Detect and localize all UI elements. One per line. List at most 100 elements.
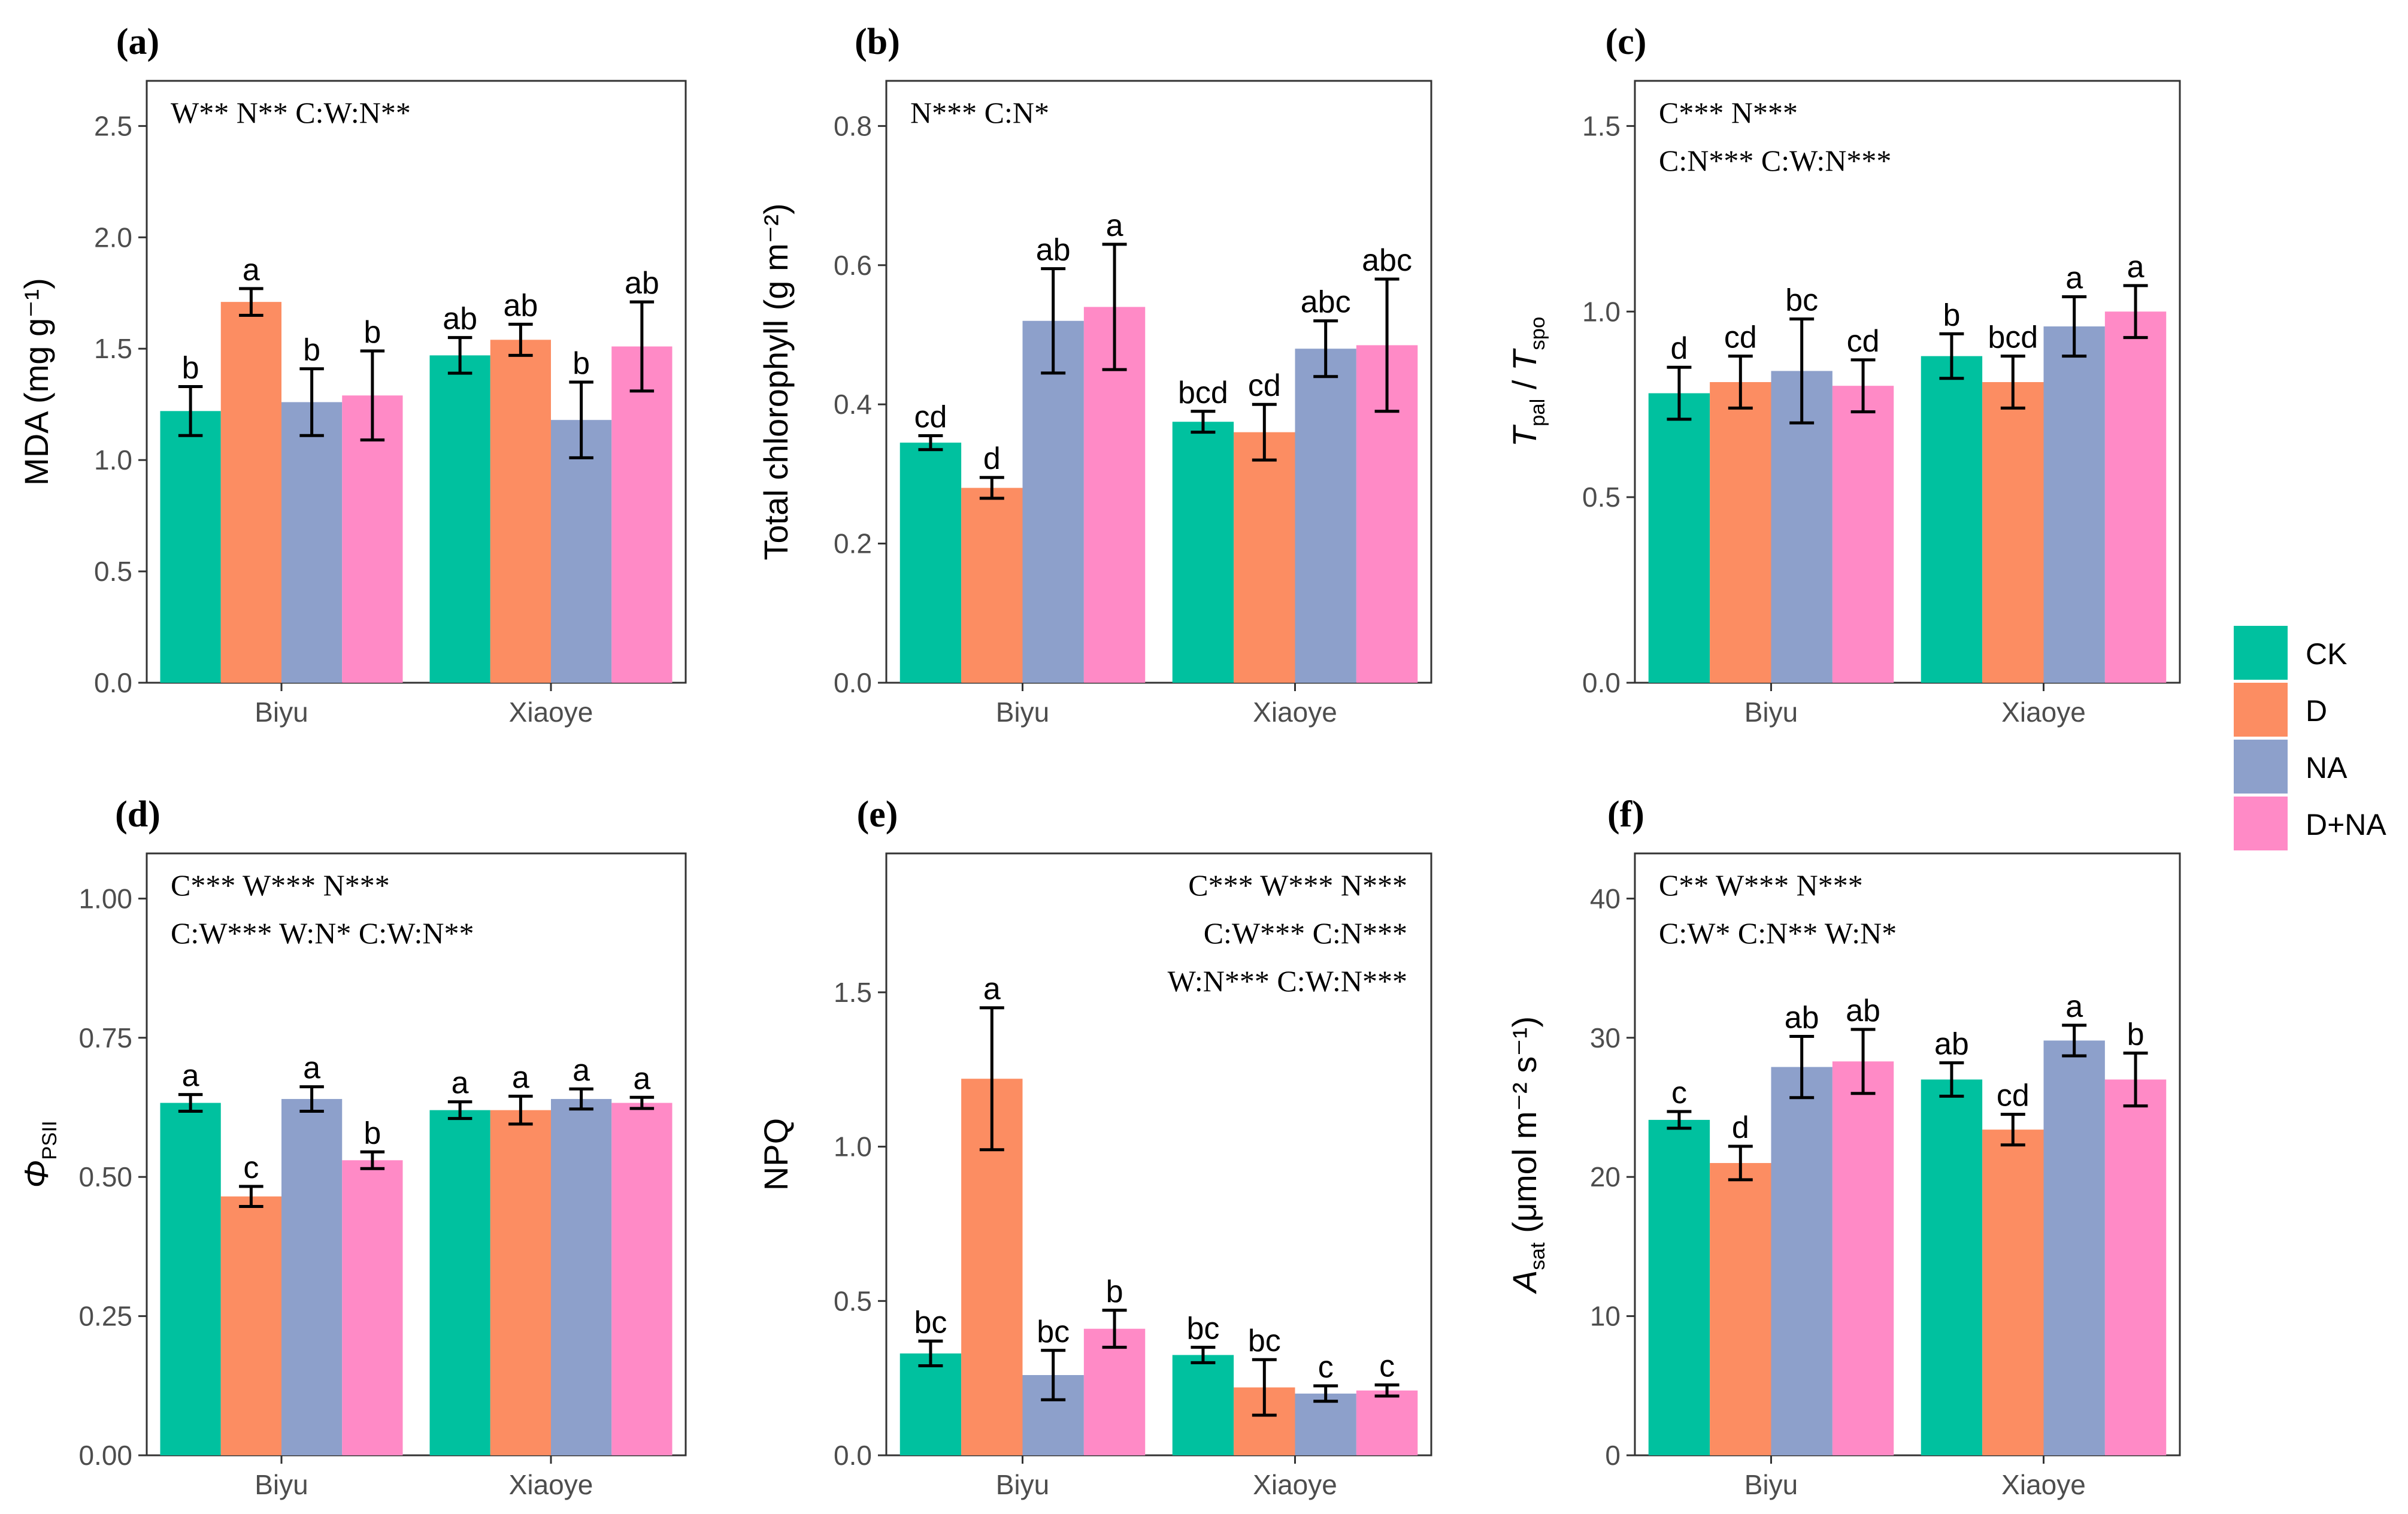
- bar-na-xiaoye: [1295, 349, 1356, 683]
- panel-label: (b): [855, 22, 900, 62]
- legend: CK D NA D+NA: [2234, 626, 2386, 850]
- y-axis-label: Asat (μmol m⁻² s⁻¹): [1506, 1016, 1549, 1294]
- significance-letter: ab: [625, 266, 659, 301]
- error-bar: [2062, 1024, 2087, 1058]
- significance-letter: b: [182, 350, 199, 385]
- significance-letter: cd: [1847, 324, 1880, 359]
- panel-label: (e): [857, 794, 898, 835]
- bar-ck-biyu: [1648, 1119, 1710, 1455]
- x-tick-label: Xiaoye: [509, 697, 593, 728]
- error-bar: [239, 1185, 263, 1208]
- significance-letter: abc: [1301, 285, 1351, 320]
- plot-frame: [146, 852, 687, 1457]
- plot-frame: [146, 80, 687, 684]
- error-bar: [2123, 284, 2148, 340]
- y-tick-label: 1.00: [78, 883, 132, 914]
- error-bar: [508, 1094, 533, 1126]
- x-tick-label: Biyu: [255, 697, 308, 728]
- y-tick-label: 0.5: [94, 556, 132, 587]
- y-axis-label: Tpal / Tspo: [1506, 317, 1549, 447]
- significance-letter: a: [1106, 208, 1123, 243]
- y-tick-label: 1.5: [1582, 110, 1621, 141]
- significance-letter: b: [1106, 1274, 1123, 1309]
- bar-na-biyu: [1771, 1067, 1832, 1455]
- error-bar: [1789, 317, 1815, 425]
- x-tick-label: Xiaoye: [1253, 697, 1337, 728]
- stat-annotation: C** W*** N***: [1659, 868, 1863, 902]
- error-bar: [979, 1006, 1004, 1152]
- significance-letter: bc: [1785, 283, 1818, 318]
- significance-letter: ab: [1036, 233, 1071, 268]
- error-bar: [1374, 1383, 1400, 1398]
- significance-letter: bc: [914, 1305, 947, 1340]
- significance-letter: a: [573, 1053, 590, 1088]
- bar-d-na-xiaoye: [2104, 1079, 2167, 1455]
- bar-d-xiaoye: [1982, 1130, 2044, 1455]
- stat-annotation: C:W* C:N** W:N*: [1659, 916, 1897, 950]
- bar-d-xiaoye: [490, 1110, 551, 1455]
- bar-d-na-biyu: [1083, 1328, 1146, 1455]
- significance-letter: abc: [1362, 243, 1412, 278]
- significance-letter: b: [573, 346, 590, 381]
- error-bar: [1102, 1309, 1127, 1349]
- significance-letter: bc: [1037, 1315, 1070, 1349]
- significance-letter: b: [364, 315, 381, 350]
- bar-d-na-xiaoye: [611, 1103, 673, 1455]
- significance-letter: a: [452, 1066, 469, 1101]
- y-tick-label: 1.0: [94, 444, 132, 476]
- y-tick-label: 0.0: [834, 667, 872, 698]
- y-tick-label: 0.6: [834, 250, 872, 281]
- bar-d-na-xiaoye: [1356, 1390, 1418, 1455]
- y-tick-label: 1.5: [834, 977, 872, 1008]
- plot-frame: [885, 852, 1432, 1457]
- y-tick-label: 0.0: [94, 667, 132, 698]
- x-tick-label: Biyu: [255, 1469, 308, 1500]
- error-bar: [1252, 402, 1277, 462]
- error-bar: [239, 287, 263, 317]
- significance-letter: d: [1670, 331, 1688, 366]
- bar-ck-xiaoye: [1921, 1079, 1983, 1455]
- bar-d-biyu: [220, 302, 281, 683]
- significance-letter: a: [2065, 261, 2083, 295]
- y-tick-label: 0.4: [834, 389, 872, 420]
- significance-letter: a: [182, 1059, 199, 1094]
- y-tick-label: 2.5: [94, 110, 132, 141]
- bar-d-biyu: [961, 487, 1023, 683]
- bar-d-biyu: [1710, 382, 1771, 683]
- stat-annotation: C:W*** C:N***: [1204, 916, 1407, 950]
- panel-label: (f): [1607, 794, 1644, 835]
- significance-letter: ab: [443, 302, 477, 337]
- bar-na-xiaoye: [551, 1099, 612, 1455]
- x-tick-label: Xiaoye: [509, 1469, 593, 1500]
- significance-letter: ab: [1846, 994, 1880, 1028]
- error-bar: [508, 322, 533, 357]
- error-bar: [447, 336, 472, 375]
- significance-letter: cd: [914, 399, 947, 434]
- y-tick-label: 0.50: [78, 1161, 132, 1192]
- y-tick-label: 0.8: [834, 110, 872, 141]
- legend-item-d-na: D+NA: [2234, 797, 2386, 850]
- bar-ck-xiaoye: [429, 355, 490, 683]
- panel-label: (a): [116, 22, 159, 62]
- panel-label: (d): [115, 794, 160, 835]
- error-bar: [1313, 1384, 1338, 1403]
- significance-letter: b: [2127, 1017, 2145, 1052]
- bar-ck-biyu: [160, 411, 221, 683]
- significance-letter: a: [633, 1061, 650, 1096]
- error-bar: [918, 1339, 943, 1368]
- error-bar: [918, 434, 943, 452]
- significance-letter: d: [1732, 1110, 1749, 1145]
- x-tick-label: Biyu: [996, 1469, 1049, 1500]
- bar-d-biyu: [220, 1196, 281, 1455]
- error-bar: [1191, 1346, 1216, 1364]
- significance-letter: c: [1318, 1350, 1334, 1385]
- error-bar: [1041, 1349, 1066, 1401]
- bar-ck-biyu: [899, 1353, 962, 1455]
- error-bar: [1252, 1358, 1277, 1417]
- bar-d-na-biyu: [342, 395, 403, 683]
- y-tick-label: 1.0: [1582, 296, 1621, 327]
- error-bar: [360, 349, 385, 442]
